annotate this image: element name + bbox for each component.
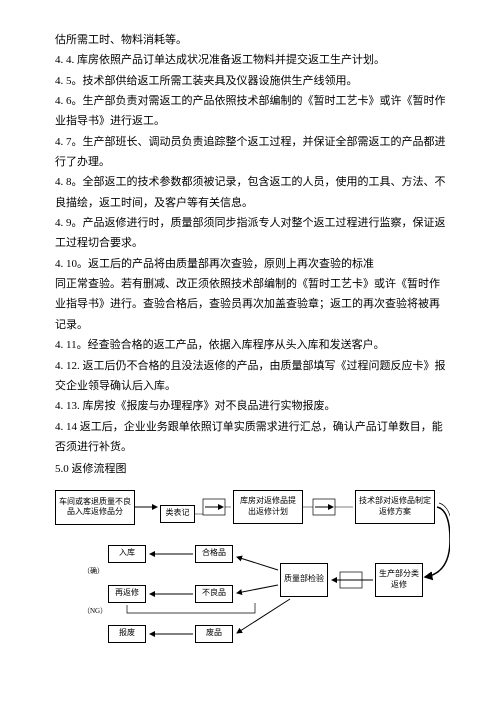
paragraph: 4. 4. 库房依照产品订单达成状况准备返工物料并提交返工生产计划。	[55, 50, 450, 70]
flowchart-node-tech: 技术部对返修品制定返修方案	[355, 490, 435, 524]
flowchart-label-ng: （NG）	[83, 605, 107, 618]
flowchart-label-ok: （确）	[83, 565, 104, 578]
paragraph: 4. 5。技术部供给返工所需工装夹具及仪器设施供生产线领用。	[55, 71, 450, 91]
paragraph: 4. 6。生产部负责对需返工的产品依照技术部编制的《暂时工艺卡》或许《暂时作业指…	[55, 91, 450, 132]
flowchart-node-input: 车间或客退质量不良品入库返修品分	[55, 490, 135, 525]
flowchart-node-instore: 入库	[108, 545, 146, 563]
flowchart-node-rework: 再返修	[108, 585, 146, 603]
paragraph: 4. 13. 库房按《报废与办理程序》对不良品进行实物报废。	[55, 396, 450, 416]
document-body: 估所需工时、物料消耗等。4. 4. 库房依照产品订单达成状况准备返工物料并提交返…	[55, 30, 450, 457]
paragraph: 4. 12. 返工后仍不合格的且没法返修的产品，由质量部填写《过程问题反应卡》报…	[55, 356, 450, 397]
flowchart-node-classify: 类表记	[160, 505, 195, 523]
flowchart-title: 5.0 返修流程图	[55, 459, 450, 479]
paragraph: 估所需工时、物料消耗等。	[55, 30, 450, 50]
paragraph: 4. 14 返工后，企业业务跟单依照订单实质需求进行汇总，确认产品订单数目，能否…	[55, 417, 450, 458]
paragraph: 4. 10。返工后的产品将由质量部再次查验，原则上再次查验的标准	[55, 254, 450, 274]
flowchart-node-production: 生产部分类返修	[375, 563, 423, 597]
flowchart-node-defect: 不良品	[195, 585, 233, 603]
paragraph: 4. 7。生产部班长、调动员负责追踪整个返工过程，并保证全部需返工的产品都进行了…	[55, 132, 450, 173]
flowchart-node-qualified: 合格品	[195, 545, 233, 563]
paragraph: 同正常查验。若有删减、改正须依照技术部编制的《暂时工艺卡》或许《暂时作业指导书》…	[55, 274, 450, 335]
flowchart-container: 车间或客退质量不良品入库返修品分 类表记 库房对返修品提出返修计划 技术部对返修品制定…	[55, 485, 450, 680]
flowchart-node-quality: 质量部检验	[280, 563, 328, 597]
flowchart-node-warehouse: 库房对返修品提出返修计划	[233, 490, 303, 524]
paragraph: 4. 11。经查验合格的返工产品，依据入库程序从头入库和发送客户。	[55, 335, 450, 355]
paragraph: 4. 8。全部返工的技术参数都须被记录，包含返工的人员，使用的工具、方法、不良描…	[55, 172, 450, 213]
paragraph: 4. 9。产品返修进行时，质量部须同步指派专人对整个返工过程进行监察，保证返工过…	[55, 213, 450, 254]
flowchart-node-scrap: 报废	[108, 625, 146, 643]
flowchart-node-waste: 废品	[195, 625, 233, 643]
